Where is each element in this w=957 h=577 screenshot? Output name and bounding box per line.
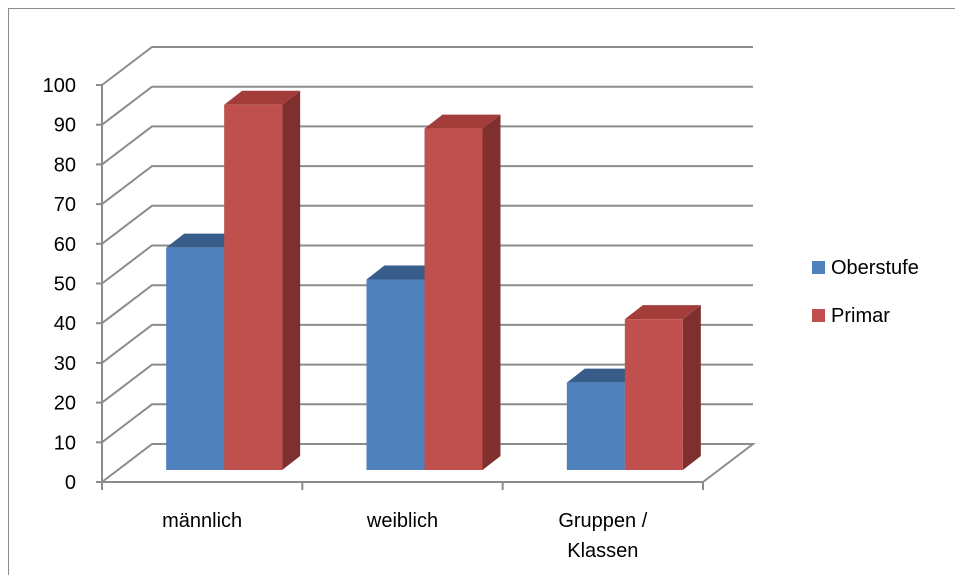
y-tick-label: 0 — [65, 472, 76, 494]
legend-swatch — [812, 309, 825, 322]
gridline — [101, 204, 753, 245]
y-tick-label: 90 — [54, 115, 76, 137]
axes — [96, 84, 704, 490]
legend-item-oberstufe: Oberstufe — [812, 257, 919, 279]
y-tick-label: 10 — [54, 432, 76, 454]
bar-primar-2 — [624, 305, 701, 470]
bar-front — [166, 247, 225, 470]
legend: Oberstufe Primar — [812, 257, 919, 327]
bar-top — [366, 265, 443, 280]
category-label: weiblich — [366, 510, 438, 532]
bar-front — [566, 382, 625, 470]
legend-swatch — [812, 261, 825, 274]
y-tick-label: 80 — [54, 154, 76, 176]
category-label: männlich — [162, 510, 242, 532]
y-tick-labels: 0 10 20 30 40 50 60 70 80 90 100 — [43, 75, 76, 494]
bar-top — [224, 90, 301, 105]
gridline — [101, 323, 753, 364]
bar-top — [566, 368, 643, 383]
bar-top — [424, 114, 501, 129]
bar-front — [366, 279, 425, 470]
bar-primar-1 — [424, 114, 501, 470]
category-labels: männlich weiblich Gruppen / Klassen — [162, 510, 648, 562]
gridline — [101, 284, 753, 324]
y-tick-label: 70 — [54, 194, 76, 216]
bar-front — [224, 104, 283, 470]
y-tick-label: 100 — [43, 75, 76, 97]
gridline — [101, 85, 753, 126]
gridline — [101, 125, 753, 166]
y-tick-label: 50 — [54, 274, 76, 296]
gridline — [101, 46, 753, 86]
bar-top — [166, 233, 243, 248]
gridline — [101, 403, 753, 444]
bar-side — [282, 90, 301, 470]
y-tick-label: 40 — [54, 313, 76, 335]
bars — [166, 90, 701, 470]
legend-label: Primar — [831, 305, 890, 327]
category-label: Gruppen / Klassen — [558, 510, 647, 562]
bar-side — [482, 114, 501, 470]
gridline — [101, 244, 753, 285]
y-tick-label: 60 — [54, 234, 76, 256]
y-tick-label: 30 — [54, 353, 76, 375]
gridline — [101, 363, 753, 404]
bar-top — [624, 305, 701, 320]
gridline — [101, 165, 753, 205]
legend-label: Oberstufe — [831, 257, 919, 279]
chart-frame — [8, 8, 955, 575]
bar-side — [682, 305, 701, 470]
legend-item-primar: Primar — [812, 305, 890, 327]
bar-primar-0 — [224, 90, 301, 470]
bar-front — [424, 128, 483, 470]
bar-front — [624, 319, 683, 470]
y-tick-label: 20 — [54, 393, 76, 415]
